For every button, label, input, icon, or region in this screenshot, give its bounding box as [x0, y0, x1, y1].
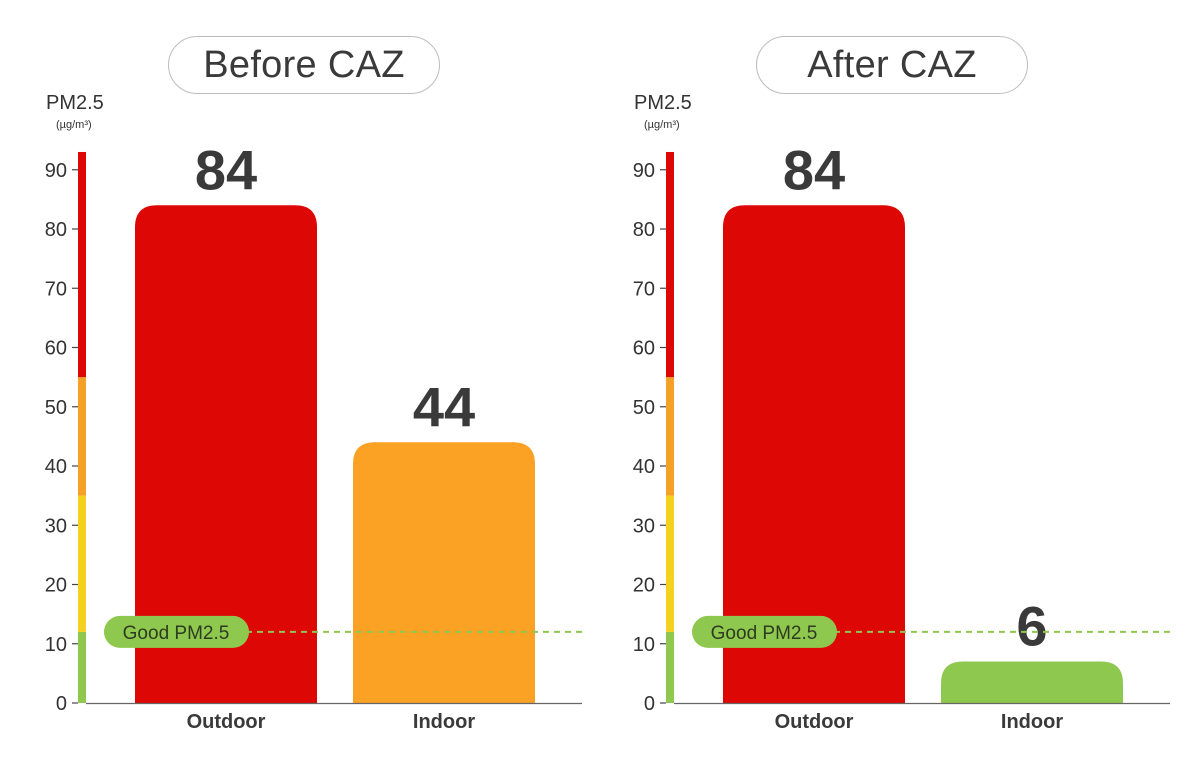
y-tick-label: 70: [45, 278, 67, 300]
y-axis-unit: (µg/m³): [644, 119, 680, 131]
bar-indoor: [353, 442, 535, 703]
threshold-label: Good PM2.5: [711, 623, 818, 644]
chart-panel-before: Before CAZ PM2.5 (µg/m³) 0 10 20 30 40 50 60 70…: [45, 36, 582, 733]
y-tick-label: 0: [644, 693, 655, 715]
y-tick-label: 80: [633, 219, 655, 241]
data-label-indoor: 44: [413, 375, 475, 438]
scale-band-1: [78, 495, 86, 632]
bar-chart-before: 0 10 20 30 40 50 60 70 80 90 84 Outdoor 44 Indoor Good…: [45, 138, 582, 733]
bar-chart-after: 0 10 20 30 40 50 60 70 80 90 84 Outdoor 6 Indoor Good …: [633, 138, 1170, 733]
y-tick-label: 40: [45, 456, 67, 478]
threshold-pill: [104, 615, 249, 648]
y-tick-label: 50: [45, 397, 67, 419]
y-tick-label: 60: [45, 338, 67, 360]
y-tick-label: 60: [633, 338, 655, 360]
data-label-indoor: 6: [1016, 595, 1047, 658]
scale-band-0: [666, 631, 674, 703]
x-tick-label-indoor: Indoor: [413, 711, 475, 733]
scale-band-2: [666, 377, 674, 496]
chart-title: After CAZ: [756, 36, 1028, 94]
y-tick-label: 40: [633, 456, 655, 478]
y-axis-label: PM2.5: [634, 92, 692, 114]
scale-band-3: [666, 151, 674, 378]
chart-title: Before CAZ: [168, 36, 440, 94]
threshold-pill: [692, 615, 837, 648]
scale-band-3: [78, 151, 86, 378]
chart-panel-after: After CAZ PM2.5 (µg/m³) 0 10 20 30 40 50 60 70 8…: [588, 0, 1188, 764]
x-tick-label-indoor: Indoor: [1001, 711, 1063, 733]
bar-outdoor: [723, 205, 905, 704]
y-tick-label: 10: [633, 634, 655, 656]
scale-band-1: [666, 495, 674, 632]
data-label-outdoor: 84: [783, 138, 845, 201]
y-tick-label: 70: [633, 278, 655, 300]
y-tick-label: 50: [633, 397, 655, 419]
scale-band-0: [78, 631, 86, 703]
y-tick-label: 10: [45, 634, 67, 656]
y-tick-label: 20: [633, 575, 655, 597]
scale-band-2: [78, 377, 86, 496]
bar-outdoor: [135, 205, 317, 704]
y-axis-label: PM2.5: [46, 92, 104, 114]
y-tick-label: 20: [45, 575, 67, 597]
bar-indoor: [941, 661, 1123, 703]
y-tick-label: 90: [45, 160, 67, 182]
data-label-outdoor: 84: [195, 138, 257, 201]
y-tick-label: 90: [633, 160, 655, 182]
threshold-label: Good PM2.5: [123, 623, 230, 644]
y-tick-label: 30: [45, 515, 67, 537]
x-tick-label-outdoor: Outdoor: [187, 711, 266, 733]
y-tick-label: 0: [56, 693, 67, 715]
y-axis-unit: (µg/m³): [56, 119, 92, 131]
y-tick-label: 30: [633, 515, 655, 537]
x-tick-label-outdoor: Outdoor: [775, 711, 854, 733]
y-tick-label: 80: [45, 219, 67, 241]
